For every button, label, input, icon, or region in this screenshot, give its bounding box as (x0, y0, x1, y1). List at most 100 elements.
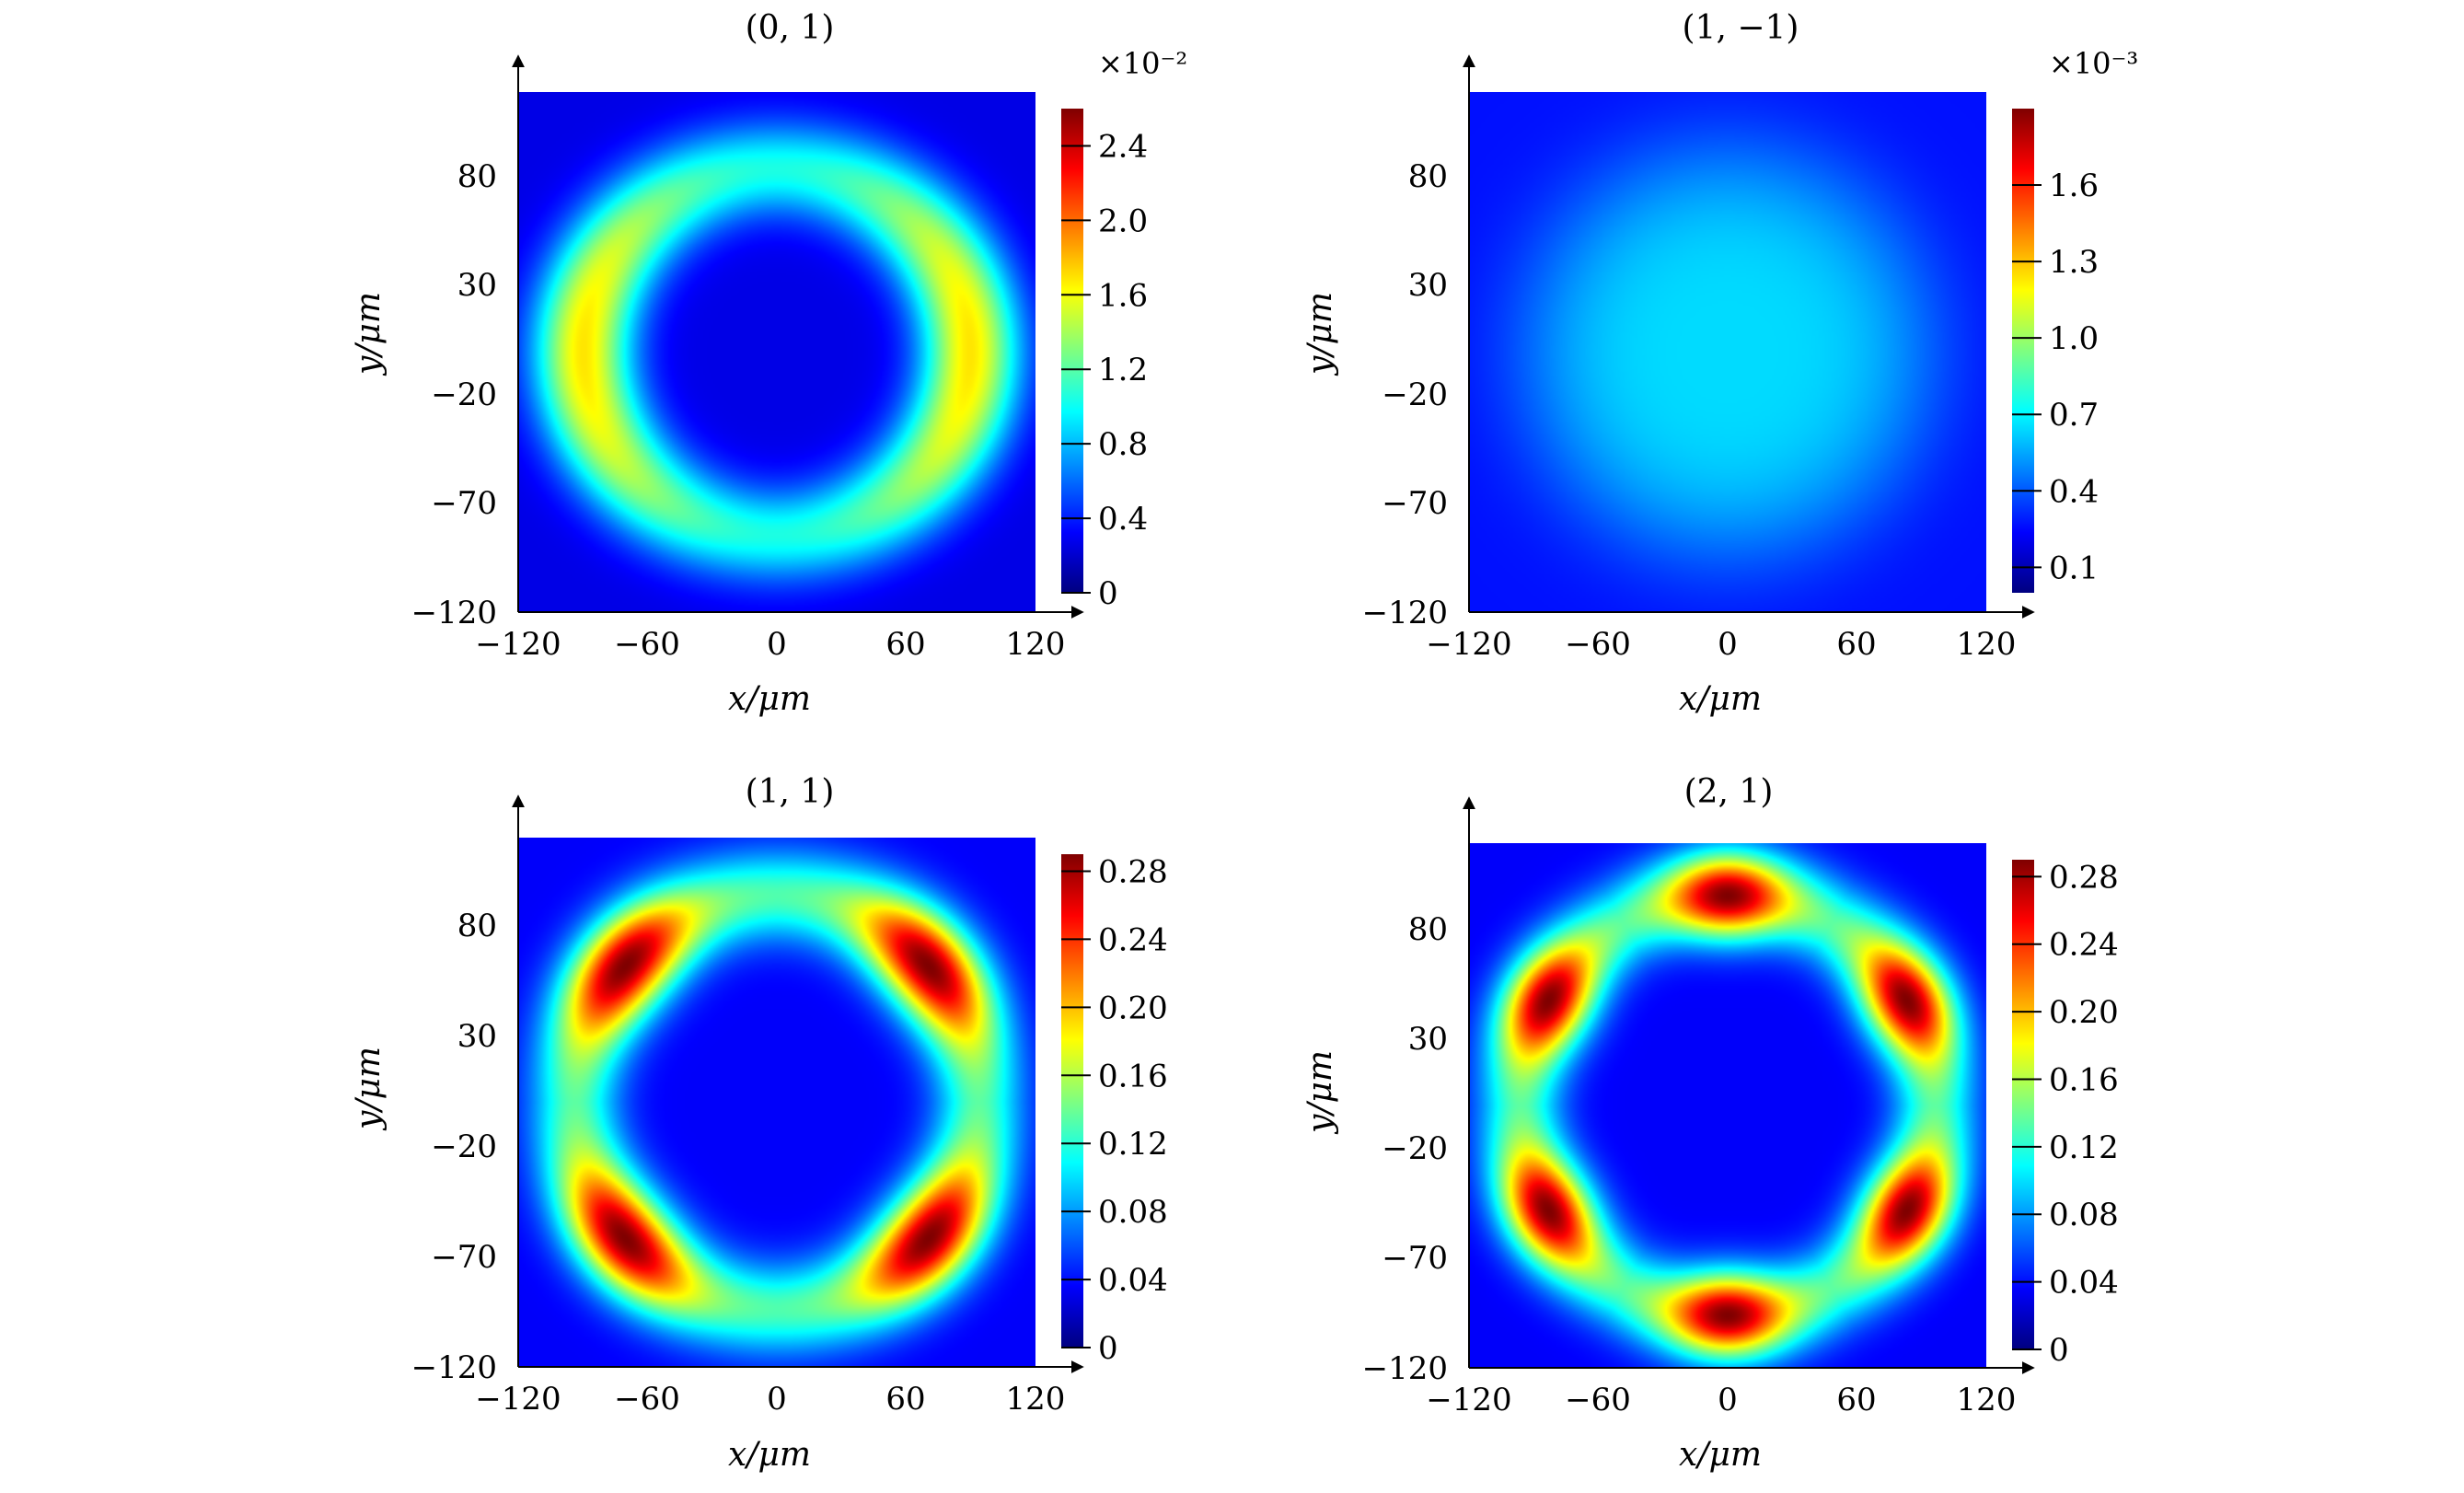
y-tick-label: −70 (431, 1239, 497, 1276)
colorbar-tick-label: 0.28 (1098, 853, 1168, 890)
colorbar-tick-label: 1.0 (2049, 320, 2099, 357)
y-axis-label: y/μm (350, 1047, 388, 1131)
x-tick-label: 0 (1718, 1382, 1738, 1418)
panel-1-m1: (1, −1) −120 −60 0 60 120 x/μm 80 30 −20… (1301, 9, 2138, 718)
x-tick-label: 0 (767, 1381, 787, 1418)
colorbar-tick-label: 0.8 (1098, 426, 1148, 463)
x-tick-label: −120 (475, 626, 561, 663)
x-tick-label: 120 (1957, 1382, 2017, 1418)
colorbar-tick-label: 0.24 (2049, 927, 2119, 964)
y-tick-label: −120 (1362, 1350, 1448, 1387)
colorbar-ramp (2012, 109, 2034, 593)
colorbar-tick-label: 0.20 (2049, 994, 2119, 1031)
y-tick-label: −20 (431, 1128, 497, 1165)
colorbar-tick-label: 0.12 (1098, 1126, 1168, 1163)
colorbar-tick-label: 0.08 (2049, 1197, 2119, 1233)
x-tick-label: −60 (614, 1381, 680, 1418)
y-axis: 80 30 −20 −70 −120 y/μm (350, 797, 518, 1386)
x-tick-label: −60 (614, 626, 680, 663)
y-tick-label: 30 (1408, 1021, 1448, 1058)
colorbar: 0.28 0.24 0.20 0.16 0.12 0.08 0.04 0 (2012, 859, 2119, 1369)
x-axis: −120 −60 0 60 120 x/μm (475, 1367, 1082, 1474)
y-tick-label: 80 (457, 158, 497, 195)
y-tick-label: 30 (457, 1018, 497, 1055)
heatmap-image (1469, 92, 1986, 612)
colorbar-tick-label: 0.04 (1098, 1262, 1168, 1299)
heatmap-image (518, 838, 1035, 1367)
x-axis-label: x/μm (1679, 680, 1762, 718)
colorbar-tick-label: 0 (1098, 1330, 1118, 1367)
x-tick-label: 60 (885, 626, 925, 663)
colorbar-tick-label: 1.2 (1098, 352, 1148, 388)
colorbar-tick-label: 2.4 (1098, 128, 1148, 165)
x-tick-label: 0 (767, 626, 787, 663)
panel-title: (2, 1) (1684, 773, 1774, 811)
colorbar-scale-label: ×10⁻² (1098, 46, 1187, 81)
colorbar-tick-label: 2.0 (1098, 203, 1148, 239)
colorbar-tick-label: 0.04 (2049, 1265, 2119, 1302)
colorbar-tick-label: 0.20 (1098, 990, 1168, 1026)
colorbar-tick-label: 0.16 (1098, 1058, 1168, 1094)
colorbar: ×10⁻³ 1.6 1.3 1.0 0.7 0.4 0.1 (2012, 46, 2138, 593)
colorbar-tick-label: 0.1 (2049, 550, 2099, 586)
y-tick-label: 80 (1408, 158, 1448, 195)
panel-1-1: (1, 1) −120 −60 0 60 120 x/μm 80 30 −20 … (350, 773, 1168, 1474)
colorbar-tick-label: 0.16 (2049, 1061, 2119, 1098)
y-tick-label: 80 (457, 908, 497, 944)
colorbar-scale-label: ×10⁻³ (2049, 46, 2138, 81)
colorbar-tick-label: 0 (1098, 575, 1118, 612)
y-tick-label: −70 (431, 485, 497, 522)
x-tick-label: 120 (1006, 1381, 1066, 1418)
y-axis: 80 30 −20 −70 −120 y/μm (1301, 799, 1469, 1387)
colorbar-tick-label: 0.12 (2049, 1129, 2119, 1166)
x-tick-label: −60 (1565, 626, 1631, 663)
x-axis: −120 −60 0 60 120 x/μm (1426, 1368, 2032, 1474)
x-tick-label: 60 (1836, 626, 1876, 663)
x-tick-label: −60 (1565, 1382, 1631, 1418)
colorbar-tick-label: 0.7 (2049, 397, 2099, 434)
colorbar-tick-label: 0.24 (1098, 921, 1168, 958)
y-axis: 80 30 −20 −70 −120 y/μm (1301, 57, 1469, 631)
panel-title: (1, 1) (746, 773, 835, 811)
colorbar-tick-label: 1.6 (2049, 168, 2099, 204)
colorbar-tick-label: 1.3 (2049, 244, 2099, 281)
colorbar-ramp (1061, 109, 1083, 593)
colorbar: 0.28 0.24 0.20 0.16 0.12 0.08 0.04 0 (1061, 853, 1168, 1367)
y-axis-label: y/μm (350, 292, 388, 376)
x-tick-label: 120 (1957, 626, 2017, 663)
panel-2-1: (2, 1) −120 −60 0 60 120 x/μm 80 30 −20 … (1301, 773, 2119, 1474)
y-tick-label: −20 (1382, 1130, 1448, 1167)
x-axis: −120 −60 0 60 120 x/μm (1426, 612, 2032, 718)
x-axis-label: x/μm (728, 680, 811, 718)
colorbar-tick-label: 0.28 (2049, 859, 2119, 896)
heatmap-image (518, 92, 1035, 612)
x-axis: −120 −60 0 60 120 x/μm (475, 612, 1082, 718)
y-axis-label: y/μm (1301, 1050, 1339, 1135)
x-axis-label: x/μm (728, 1436, 811, 1474)
y-tick-label: −70 (1382, 485, 1448, 522)
colorbar-ramp (1061, 854, 1083, 1348)
x-tick-label: −120 (475, 1381, 561, 1418)
colorbar-tick-label: 0.08 (1098, 1194, 1168, 1231)
colorbar-tick-label: 0 (2049, 1332, 2069, 1369)
x-tick-label: 120 (1006, 626, 1066, 663)
y-tick-label: 30 (1408, 267, 1448, 304)
colorbar: ×10⁻² 2.4 2.0 1.6 1.2 0.8 0.4 0 (1061, 46, 1187, 612)
y-tick-label: −120 (411, 595, 497, 631)
colorbar-ramp (2012, 860, 2034, 1349)
x-tick-label: 60 (1836, 1382, 1876, 1418)
x-tick-label: −120 (1426, 1382, 1511, 1418)
y-tick-label: 80 (1408, 911, 1448, 948)
x-tick-label: 60 (885, 1381, 925, 1418)
colorbar-tick-label: 1.6 (1098, 277, 1148, 314)
heatmap-image (1469, 843, 1986, 1368)
y-tick-label: −120 (411, 1349, 497, 1386)
panel-title: (1, −1) (1683, 9, 1799, 47)
y-tick-label: −70 (1382, 1240, 1448, 1277)
y-tick-label: 30 (457, 267, 497, 304)
y-tick-label: −120 (1362, 595, 1448, 631)
colorbar-tick-label: 0.4 (2049, 473, 2099, 510)
y-axis-label: y/μm (1301, 292, 1339, 376)
y-tick-label: −20 (1382, 376, 1448, 413)
